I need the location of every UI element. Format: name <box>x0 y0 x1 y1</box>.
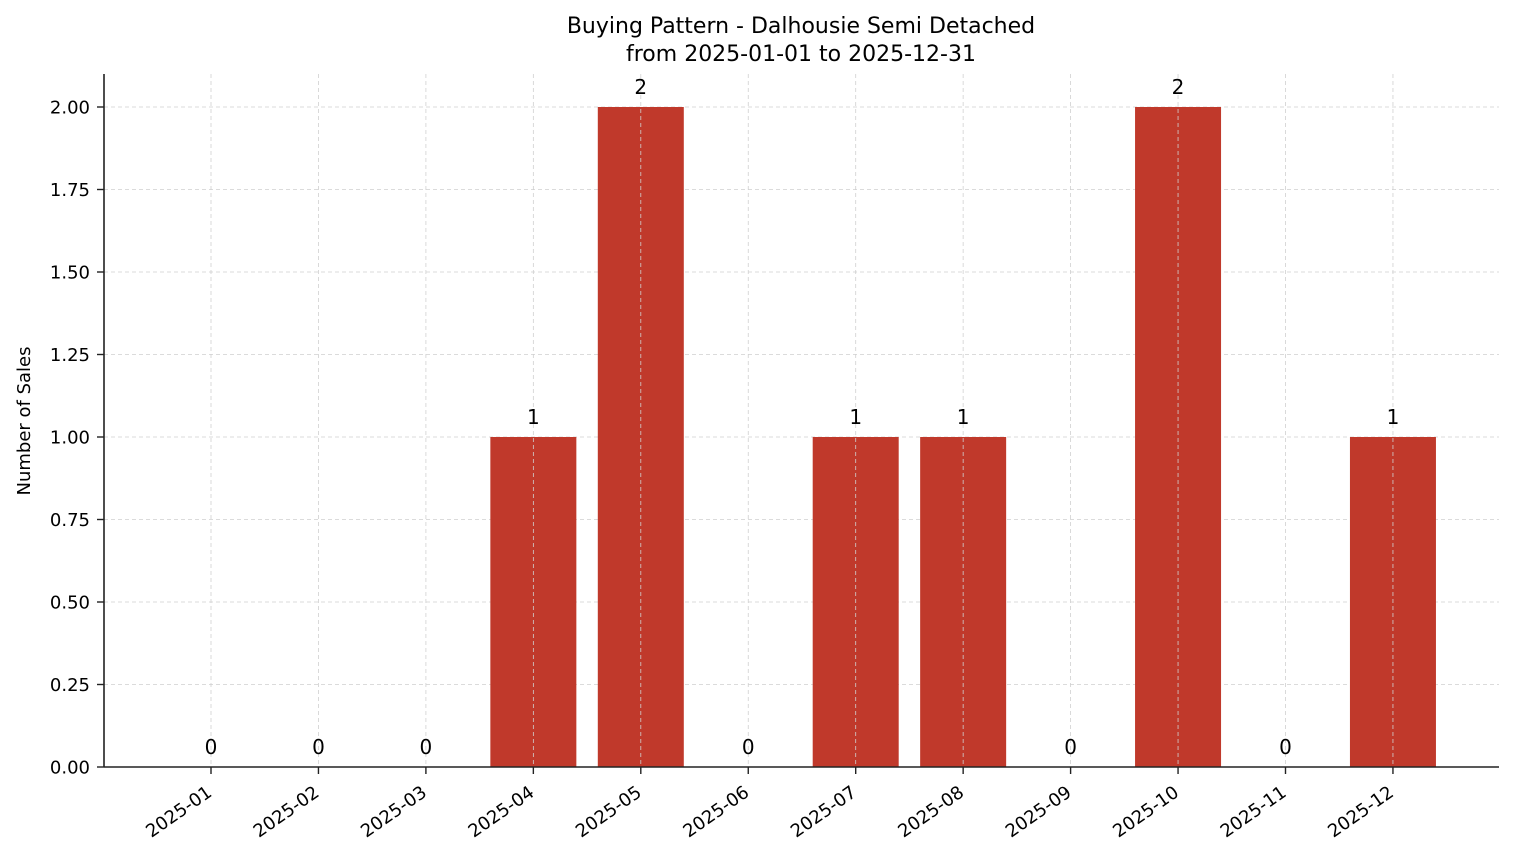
x-tick-label: 2025-11 <box>1217 782 1291 842</box>
x-tick-label: 2025-02 <box>250 782 324 842</box>
bar-2025-10 <box>1135 107 1222 767</box>
x-tick-label: 2025-08 <box>894 782 968 842</box>
y-tick-label: 0.00 <box>50 758 90 779</box>
y-tick-label: 2.00 <box>50 98 90 119</box>
x-tick-label: 2025-03 <box>357 782 431 842</box>
bar-value-label: 1 <box>1387 405 1400 429</box>
y-tick-label: 0.50 <box>50 593 90 614</box>
y-axis-label: Number of Sales <box>14 346 35 495</box>
y-tick-label: 1.75 <box>50 180 90 201</box>
y-tick-label: 1.00 <box>50 428 90 449</box>
bar-value-label: 0 <box>742 735 755 759</box>
x-gridlines <box>210 74 1394 767</box>
bar-value-label: 2 <box>634 75 647 99</box>
y-tick-label: 0.25 <box>50 675 90 696</box>
y-ticks: 0.00 0.25 0.50 0.75 1.00 1.25 1.50 1.75 2.00 <box>50 98 104 779</box>
bar-value-label: 0 <box>420 735 433 759</box>
y-tick-label: 0.75 <box>50 510 90 531</box>
bar-value-label: 1 <box>849 405 862 429</box>
x-tick-label: 2025-07 <box>787 782 861 842</box>
x-tick-label: 2025-04 <box>465 782 539 842</box>
x-tick-label: 2025-01 <box>142 782 216 842</box>
x-tick-label: 2025-12 <box>1324 782 1398 842</box>
x-tick-label: 2025-09 <box>1002 782 1076 842</box>
bar-value-label: 2 <box>1172 75 1185 99</box>
bar-value-label: 0 <box>312 735 325 759</box>
bar-value-label: 0 <box>205 735 218 759</box>
y-tick-label: 1.50 <box>50 263 90 284</box>
bar-value-label: 0 <box>1064 735 1077 759</box>
x-tick-label: 2025-10 <box>1109 782 1183 842</box>
axes <box>103 74 1499 768</box>
x-ticks: 2025-01 2025-02 2025-03 2025-04 2025-05 2025-… <box>142 767 1398 842</box>
bar-value-labels: 0 0 0 1 2 0 1 1 0 2 0 1 <box>205 75 1400 759</box>
bar-value-label: 0 <box>1279 735 1292 759</box>
bar-value-label: 1 <box>957 405 970 429</box>
y-tick-label: 1.25 <box>50 345 90 366</box>
bar-2025-05 <box>597 107 684 767</box>
x-tick-label: 2025-05 <box>572 782 646 842</box>
y-gridlines <box>104 106 1499 685</box>
x-tick-label: 2025-06 <box>679 782 753 842</box>
chart-subtitle: from 2025-01-01 to 2025-12-31 <box>626 42 976 67</box>
chart-title: Buying Pattern - Dalhousie Semi Detached <box>567 14 1035 39</box>
bar-value-label: 1 <box>527 405 540 429</box>
